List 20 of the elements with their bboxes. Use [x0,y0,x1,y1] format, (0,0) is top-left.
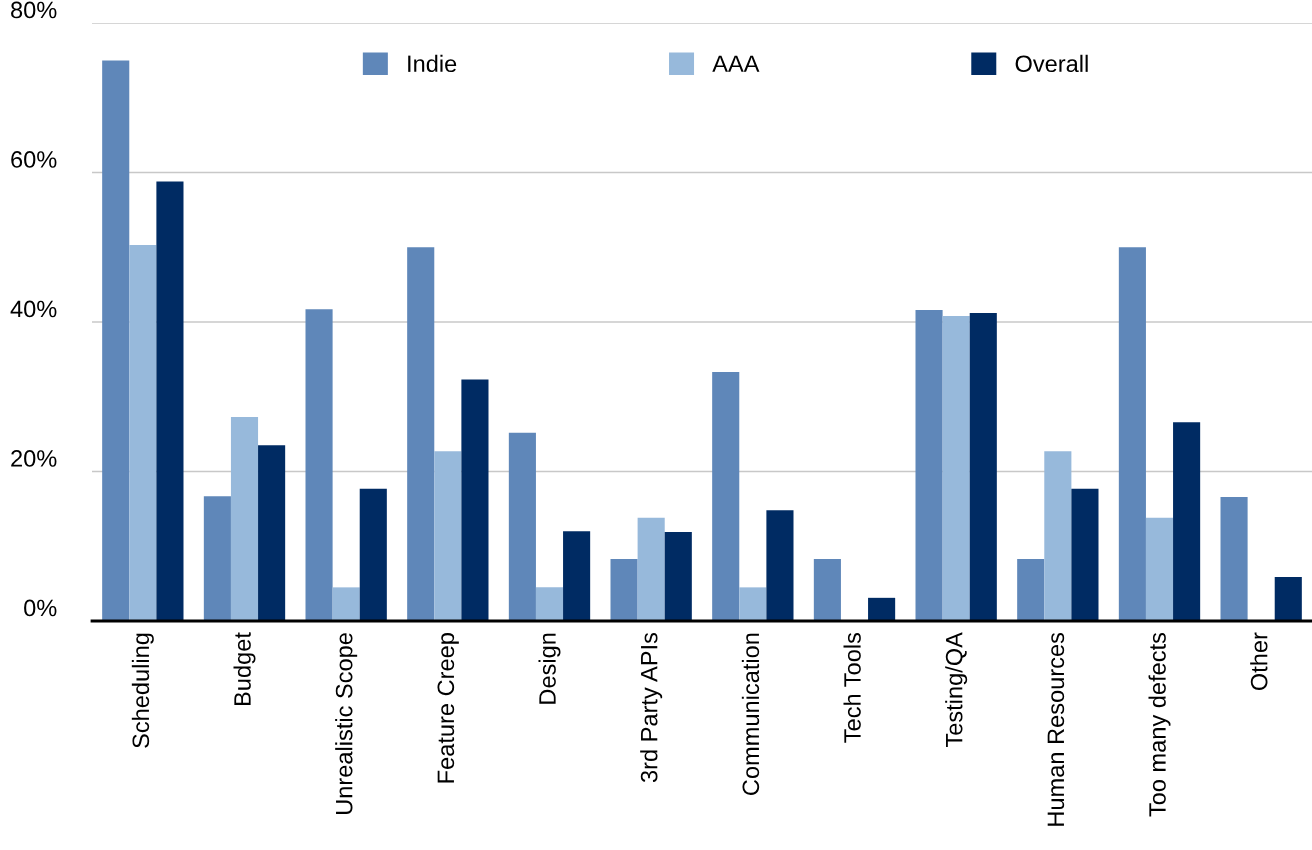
y-tick-label: 40% [10,300,57,318]
x-tick-label: Design [538,633,561,704]
x-tick-label: Communication [741,633,760,795]
x-tick-label: Testing/QA [945,632,968,748]
x-tick-label: Scheduling [131,633,154,748]
legend-label: AAA [712,55,760,72]
x-tick-label: Unrealistic Scope [335,633,358,815]
y-tick-label: 0% [24,599,57,617]
x-tick-label: Other [1250,632,1268,691]
x-tick-label: Feature Creep [437,633,459,783]
legend-label: Indie [408,54,457,73]
y-tick-label: 80% [11,1,57,19]
legend-label: Overall [1015,54,1088,73]
x-tick-label: Tech Tools [843,632,861,743]
x-tick-label: Budget [233,632,256,705]
x-tick-label: 3rd Party APIs [640,632,663,783]
y-tick-label: 60% [11,151,57,168]
x-tick-label: Human Resources [1047,632,1065,826]
y-tick-label: 20% [11,450,57,467]
x-tick-label: Too many defects [1148,632,1171,817]
